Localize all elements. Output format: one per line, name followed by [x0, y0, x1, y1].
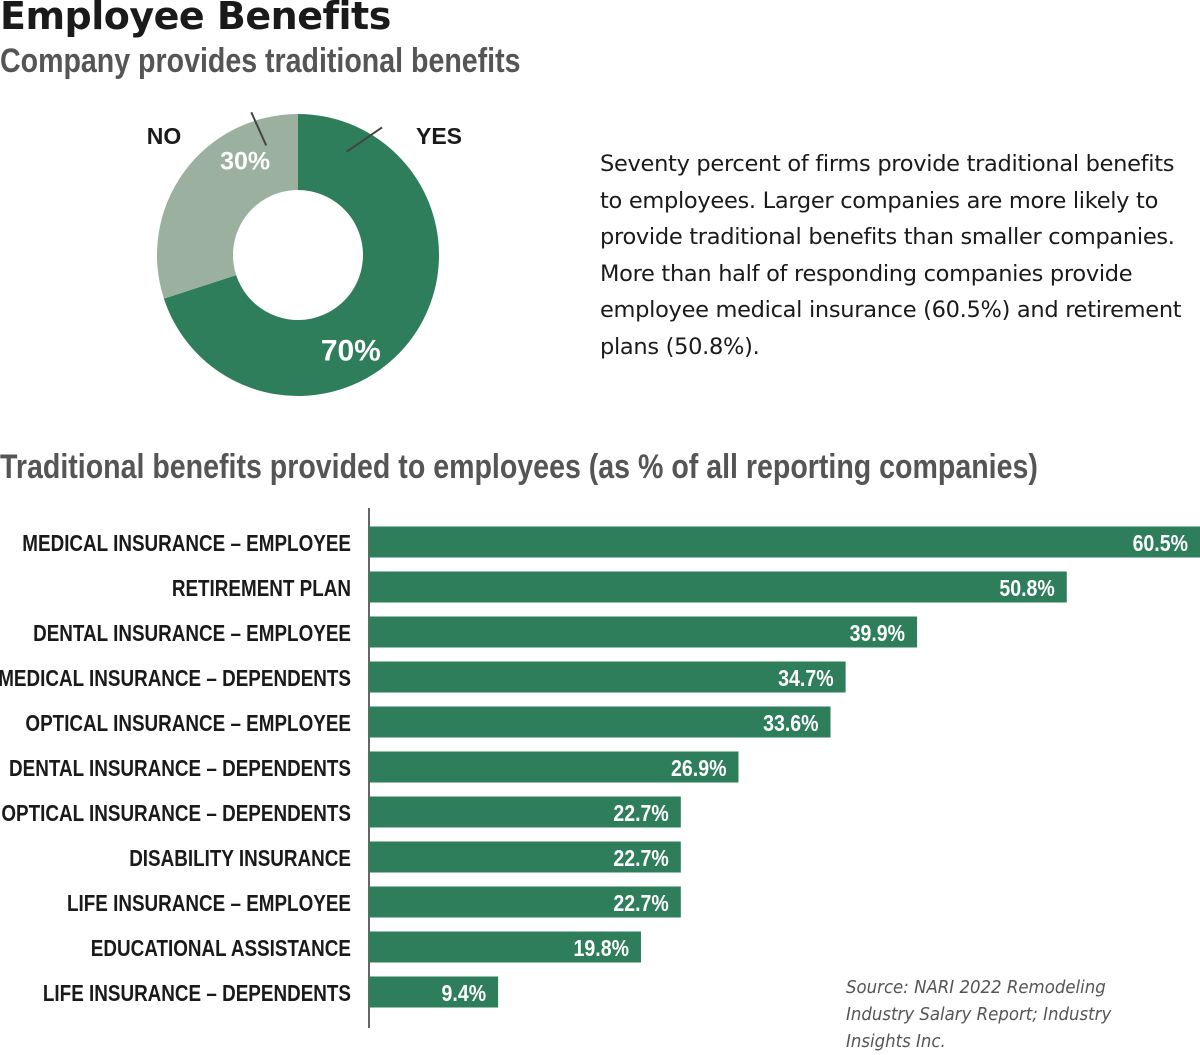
bar-value-label: 50.8%	[999, 575, 1054, 601]
bar-value-label: 22.7%	[613, 845, 668, 871]
donut-subtitle: Company provides traditional benefits	[0, 42, 521, 80]
donut-leader-line-yes	[345, 126, 383, 153]
bar-value-label: 33.6%	[763, 710, 818, 736]
summary-text: Seventy percent of firms provide traditi…	[600, 151, 1182, 360]
bar-category-label: OPTICAL INSURANCE – EMPLOYEE	[25, 710, 351, 736]
donut-value-label-yes: 70%	[321, 334, 381, 367]
bar	[369, 526, 1200, 558]
bar-category-label: LIFE INSURANCE – DEPENDENTS	[43, 980, 351, 1006]
bar-value-label: 39.9%	[850, 620, 905, 646]
page-title: Employee Benefits	[0, 0, 391, 38]
bar-category-label: DENTAL INSURANCE – EMPLOYEE	[33, 620, 351, 646]
bar-category-label: RETIREMENT PLAN	[172, 575, 351, 601]
donut-slice-yes	[163, 114, 439, 396]
bar	[369, 706, 831, 738]
bar	[369, 841, 681, 873]
bar-category-label: OPTICAL INSURANCE – DEPENDENTS	[1, 800, 351, 826]
bar-category-label: EDUCATIONAL ASSISTANCE	[91, 935, 351, 961]
bar	[369, 571, 1067, 603]
bar-value-label: 60.5%	[1133, 530, 1188, 556]
source-note: Source: NARI 2022 Remodeling Industry Sa…	[846, 977, 1112, 1052]
bar-value-label: 19.8%	[574, 935, 629, 961]
bar-category-label: LIFE INSURANCE – EMPLOYEE	[67, 890, 351, 916]
bar	[369, 976, 499, 1008]
bar-chart: MEDICAL INSURANCE – EMPLOYEE 60.5% RETIREM…	[0, 508, 1200, 1028]
donut-value-label-no: 30%	[220, 148, 270, 176]
donut-category-label-no: NO	[147, 123, 182, 149]
bar-value-label: 9.4%	[442, 980, 487, 1006]
bar	[369, 796, 681, 828]
bar	[369, 886, 681, 918]
bar	[369, 931, 641, 963]
bar	[369, 751, 739, 783]
bar-category-label: DISABILITY INSURANCE	[129, 845, 351, 871]
bar-value-label: 22.7%	[613, 800, 668, 826]
donut-chart: 70% YES 30% NO	[147, 111, 462, 396]
bar	[369, 616, 918, 648]
bar-category-label: MEDICAL INSURANCE – DEPENDENTS	[0, 665, 351, 691]
bar-category-label: DENTAL INSURANCE – DEPENDENTS	[9, 755, 351, 781]
bar-value-label: 26.9%	[671, 755, 726, 781]
bar-category-label: MEDICAL INSURANCE – EMPLOYEE	[22, 530, 351, 556]
donut-category-label-yes: YES	[416, 123, 462, 149]
bar-chart-subtitle: Traditional benefits provided to employe…	[0, 448, 1038, 486]
bar	[369, 661, 846, 693]
bar-value-label: 34.7%	[778, 665, 833, 691]
donut-slice-no	[157, 114, 298, 299]
bar-value-label: 22.7%	[613, 890, 668, 916]
donut-leader-line-no	[250, 111, 268, 146]
